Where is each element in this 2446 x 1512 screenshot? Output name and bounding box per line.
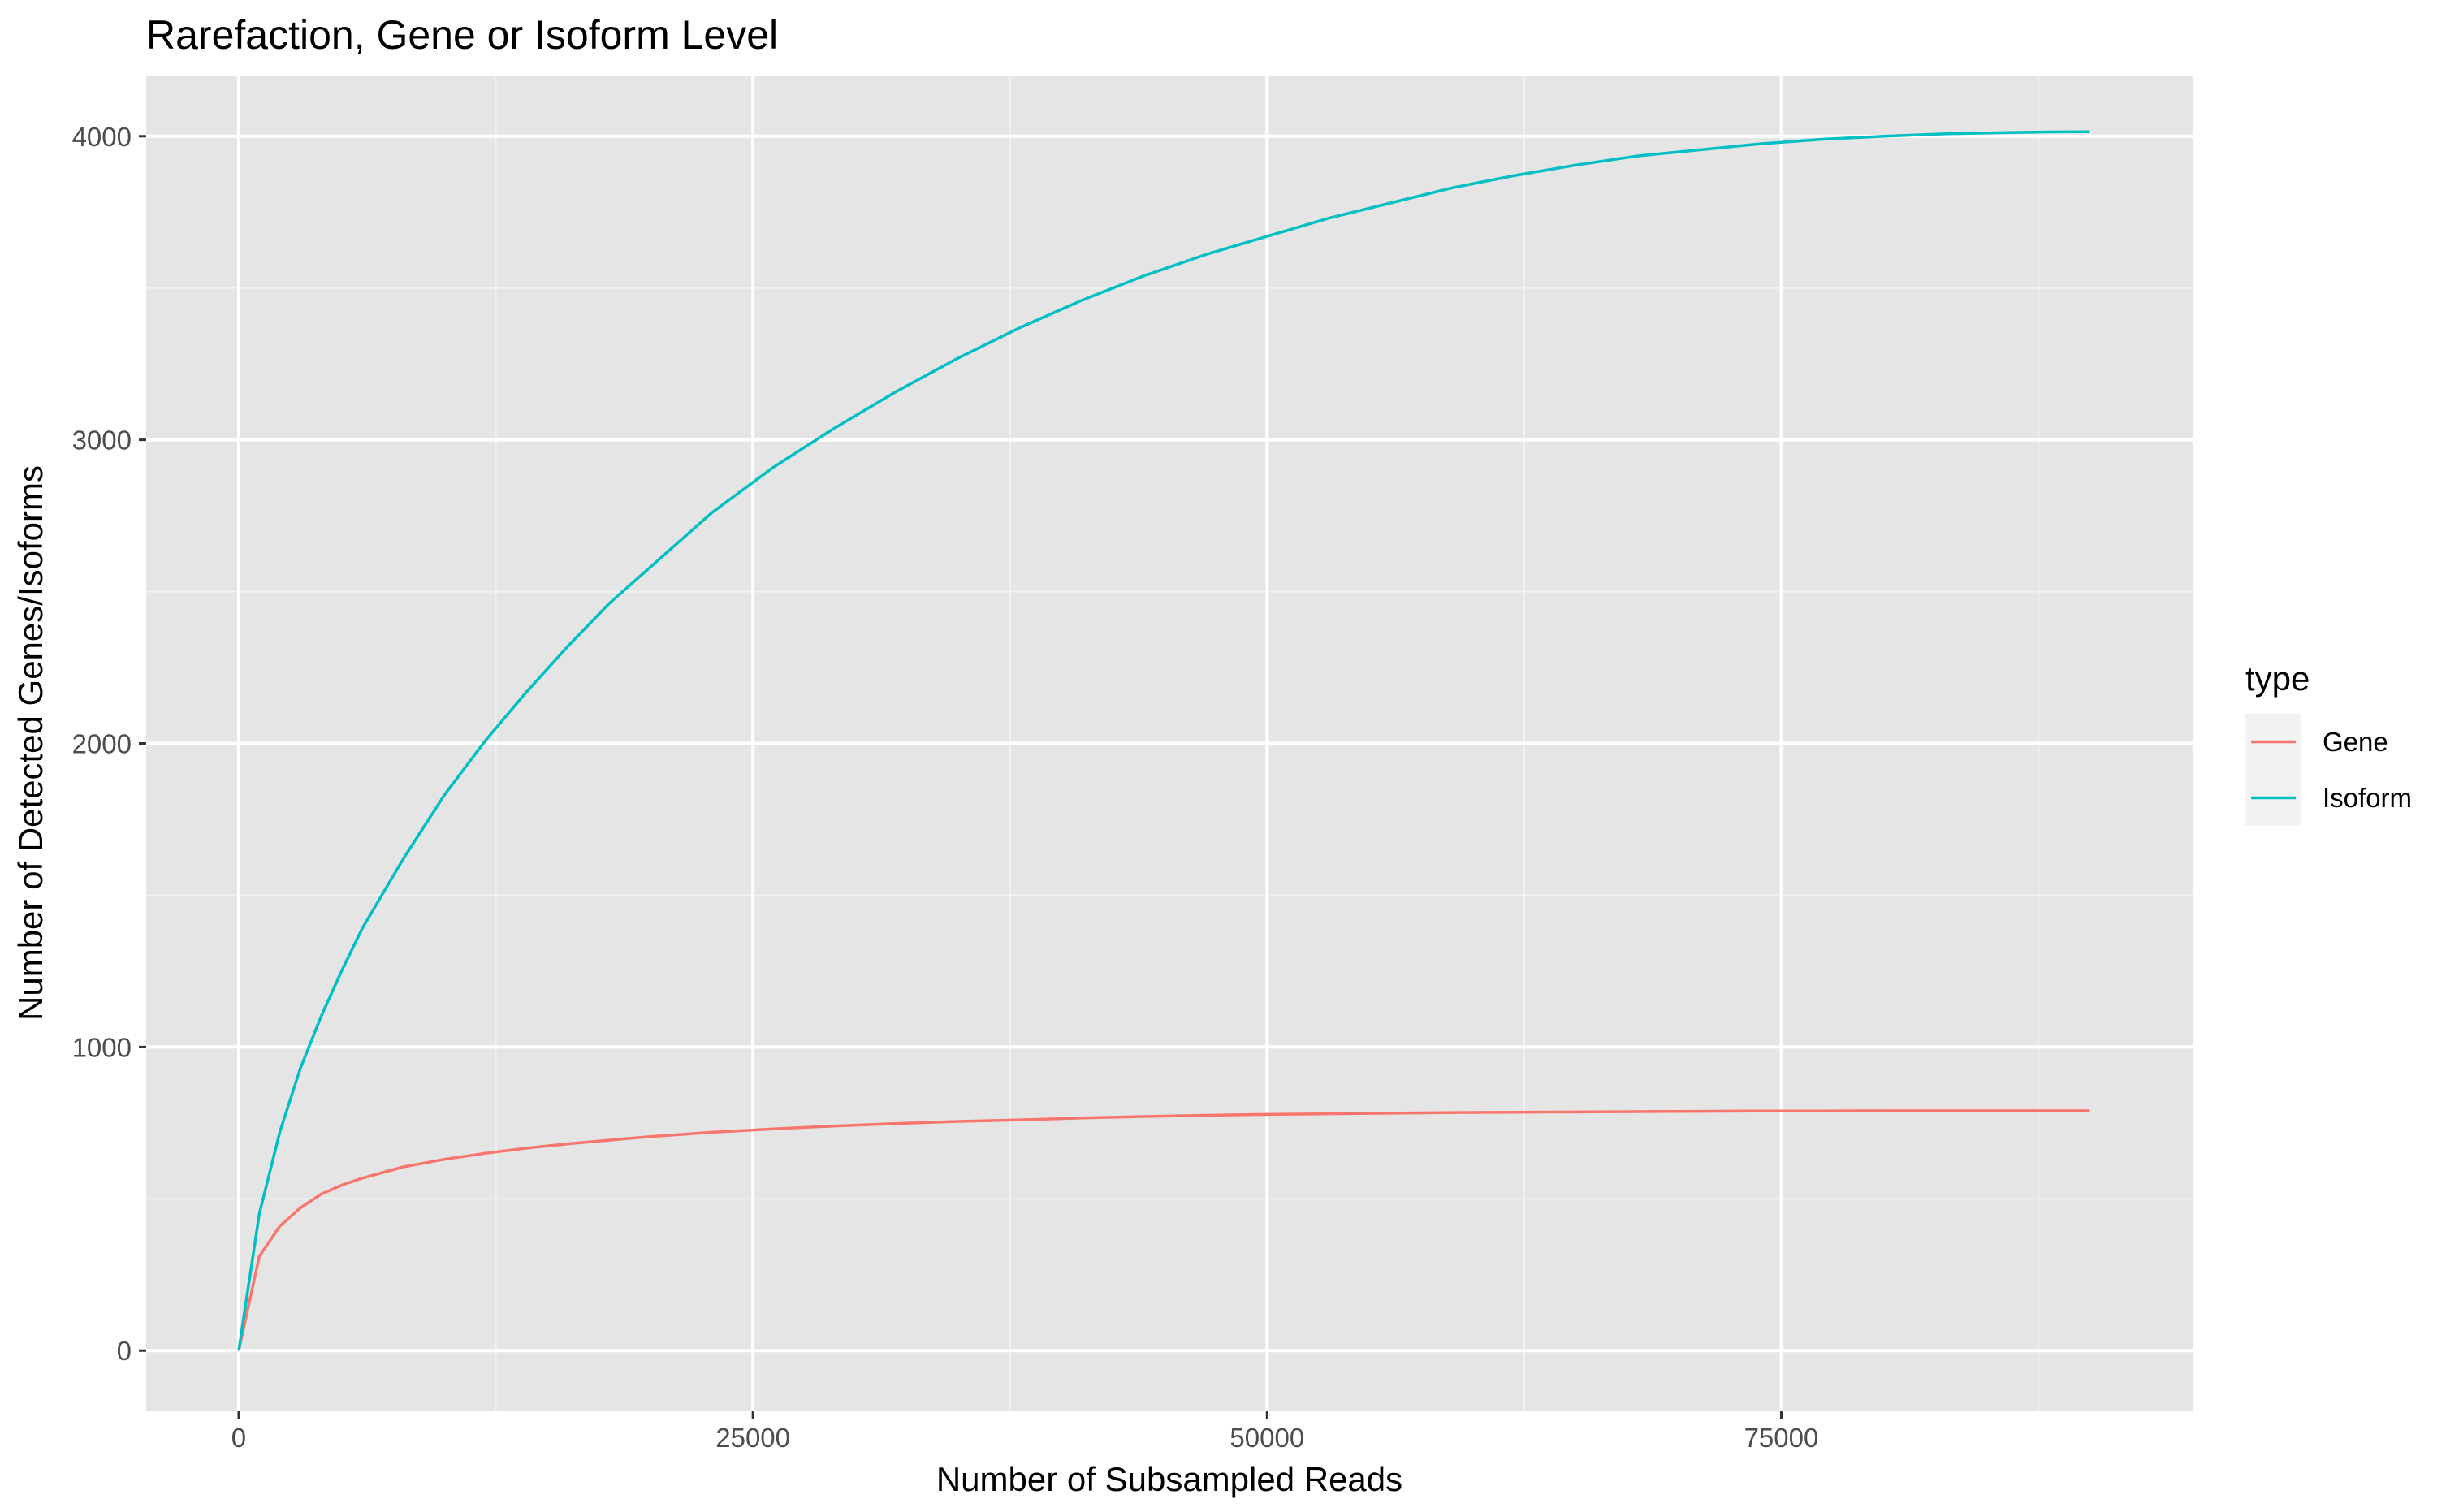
series-line-gene xyxy=(237,1109,2090,1351)
x-axis-title: Number of Subsampled Reads xyxy=(936,1460,1402,1498)
y-axis-ticks: 0 1000 2000 3000 4000 xyxy=(72,122,146,1366)
y-tick-label: 0 xyxy=(117,1336,132,1366)
series-lines xyxy=(237,130,2090,1351)
y-tick-label: 1000 xyxy=(72,1032,132,1062)
x-tick-label: 50000 xyxy=(1229,1423,1304,1453)
x-axis-ticks: 0 25000 50000 75000 xyxy=(231,1411,1819,1453)
legend: type Gene Isoform xyxy=(2245,659,2412,826)
legend-items: Gene Isoform xyxy=(2245,714,2412,826)
major-gridlines xyxy=(146,76,2193,1411)
x-tick-label: 0 xyxy=(231,1423,246,1453)
legend-title: type xyxy=(2245,659,2310,698)
y-tick-label: 3000 xyxy=(72,426,132,456)
legend-label: Gene xyxy=(2323,727,2388,757)
x-tick-label: 75000 xyxy=(1744,1423,1819,1453)
legend-item-isoform: Isoform xyxy=(2245,770,2412,826)
y-tick-label: 4000 xyxy=(72,122,132,152)
legend-item-gene: Gene xyxy=(2245,714,2388,770)
legend-label: Isoform xyxy=(2323,783,2412,813)
y-tick-label: 2000 xyxy=(72,729,132,759)
chart-title: Rarefaction, Gene or Isoform Level xyxy=(146,12,778,58)
series-line-isoform xyxy=(237,130,2090,1351)
x-tick-label: 25000 xyxy=(715,1423,790,1453)
y-axis-title: Number of Detected Genes/Isoforms xyxy=(11,465,50,1021)
